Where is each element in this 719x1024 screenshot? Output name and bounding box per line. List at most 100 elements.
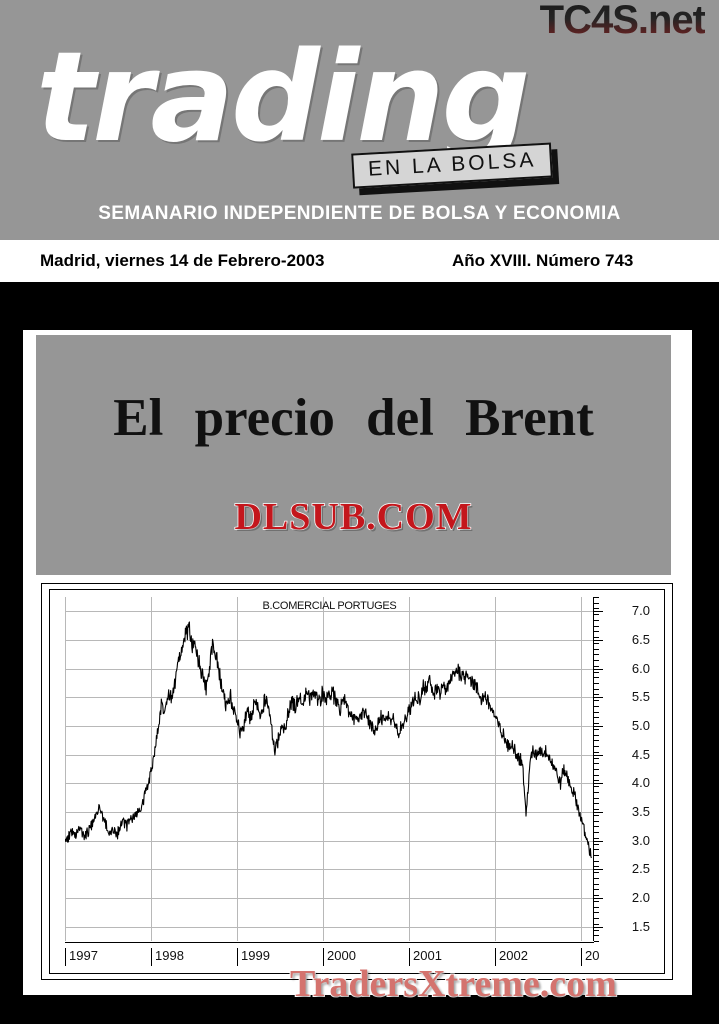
chart-y-label: 6.5 bbox=[631, 632, 650, 647]
chart-plot-area: B.COMERCIAL PORTUGES bbox=[65, 597, 594, 941]
chart-y-tick-minor bbox=[594, 918, 599, 919]
chart-y-label: 7.0 bbox=[631, 603, 650, 618]
chart-x-label: 2001 bbox=[409, 948, 442, 966]
chart-y-tick-major bbox=[594, 640, 603, 641]
chart-y-tick-minor bbox=[594, 729, 599, 730]
chart-y-tick-minor bbox=[594, 832, 599, 833]
chart-x-label: 2002 bbox=[495, 948, 528, 966]
chart-x-label: 2000 bbox=[323, 948, 356, 966]
chart-y-tick-major bbox=[594, 898, 603, 899]
chart-y-tick-minor bbox=[594, 889, 599, 890]
tradersxtreme-watermark: TradersXtreme.com bbox=[289, 962, 618, 1006]
chart-gridline-h bbox=[65, 697, 593, 698]
chart-gridline-h bbox=[65, 783, 593, 784]
chart-y-tick-minor bbox=[594, 803, 599, 804]
chart-y-label: 3.5 bbox=[631, 804, 650, 819]
chart-y-tick-minor bbox=[594, 603, 599, 604]
tc4s-site-logo: TC4S.net bbox=[539, 0, 706, 42]
chart-y-tick-minor bbox=[594, 849, 599, 850]
chart-y-label: 1.5 bbox=[631, 919, 650, 934]
chart-gridline-v bbox=[65, 597, 66, 941]
chart-y-tick-major bbox=[594, 726, 603, 727]
chart-gridline-h bbox=[65, 898, 593, 899]
chart-y-tick-minor bbox=[594, 907, 599, 908]
chart-x-label: 1998 bbox=[151, 948, 184, 966]
chart-y-tick-minor bbox=[594, 930, 599, 931]
chart-y-label: 5.5 bbox=[631, 689, 650, 704]
chart-y-tick-minor bbox=[594, 941, 599, 942]
tagline-badge-label: EN LA BOLSA bbox=[367, 148, 537, 181]
chart-y-tick-minor bbox=[594, 878, 599, 879]
chart-y-tick-minor bbox=[594, 735, 599, 736]
chart-y-tick-minor bbox=[594, 689, 599, 690]
chart-y-tick-minor bbox=[594, 901, 599, 902]
chart-gridline-h bbox=[65, 640, 593, 641]
chart-y-tick-major bbox=[594, 869, 603, 870]
chart-y-tick-major bbox=[594, 755, 603, 756]
chart-y-label: 2.5 bbox=[631, 861, 650, 876]
chart-frame: B.COMERCIAL PORTUGES 7.0 6.5 6.0 5.5 5.0 4.5 4… bbox=[49, 589, 665, 974]
chart-gridline-h bbox=[65, 841, 593, 842]
chart-y-tick-minor bbox=[594, 769, 599, 770]
chart-y-tick-minor bbox=[594, 677, 599, 678]
chart-x-label: 1999 bbox=[237, 948, 270, 966]
chart-y-tick-minor bbox=[594, 631, 599, 632]
issue-number: Año XVIII. Número 743 bbox=[452, 251, 634, 270]
chart-y-tick-major bbox=[594, 697, 603, 698]
chart-y-tick-minor bbox=[594, 861, 599, 862]
chart-x-label: 1997 bbox=[65, 948, 98, 966]
chart-gridline-v bbox=[409, 597, 410, 941]
chart-y-tick-major bbox=[594, 611, 603, 612]
chart-y-tick-minor bbox=[594, 895, 599, 896]
chart-y-tick-minor bbox=[594, 786, 599, 787]
chart-x-axis: 1997 1998 1999 2000 2001 2002 20 bbox=[65, 942, 599, 973]
chart-y-tick-minor bbox=[594, 700, 599, 701]
issue-date-bar: Madrid, viernes 14 de Febrero-2003 Año X… bbox=[0, 240, 719, 282]
chart-y-tick-minor bbox=[594, 912, 599, 913]
chart-gridline-h bbox=[65, 669, 593, 670]
chart-gridline-h bbox=[65, 726, 593, 727]
chart-y-tick-minor bbox=[594, 643, 599, 644]
chart-gridline-h bbox=[65, 869, 593, 870]
chart-y-tick-minor bbox=[594, 746, 599, 747]
publication-title: trading bbox=[36, 26, 530, 170]
page-backdrop: El precio del Brent DLSUB.COM B.COMERCIA… bbox=[0, 282, 719, 1024]
chart-price-line bbox=[65, 621, 592, 859]
article-headline: El precio del Brent bbox=[113, 389, 594, 447]
chart-y-axis-labels: 7.0 6.5 6.0 5.5 5.0 4.5 4.0 3.5 3.0 2.5 2.0 1.5 bbox=[606, 590, 658, 948]
chart-y-tick-minor bbox=[594, 752, 599, 753]
masthead: TC4S.net trading EN LA BOLSA SEMANARIO I… bbox=[0, 0, 719, 240]
chart-gridline-v bbox=[237, 597, 238, 941]
chart-y-tick-major bbox=[594, 783, 603, 784]
chart-y-axis-ticks bbox=[594, 597, 604, 948]
issue-place-date: Madrid, viernes 14 de Febrero-2003 bbox=[40, 251, 325, 270]
chart-gridline-h bbox=[65, 812, 593, 813]
chart-y-label: 3.0 bbox=[631, 833, 650, 848]
chart-y-tick-major bbox=[594, 841, 603, 842]
chart-series-title: B.COMERCIAL PORTUGES bbox=[262, 600, 397, 612]
chart-y-label: 4.5 bbox=[631, 747, 650, 762]
chart-x-label: 20 bbox=[581, 948, 599, 966]
chart-y-tick-minor bbox=[594, 815, 599, 816]
chart-y-tick-minor bbox=[594, 683, 599, 684]
chart-y-tick-minor bbox=[594, 597, 599, 598]
chart-gridline-h bbox=[65, 927, 593, 928]
chart-y-tick-minor bbox=[594, 763, 599, 764]
chart-y-tick-minor bbox=[594, 792, 599, 793]
chart-y-tick-minor bbox=[594, 798, 599, 799]
chart-y-tick-major bbox=[594, 669, 603, 670]
chart-y-tick-minor bbox=[594, 838, 599, 839]
chart-y-tick-minor bbox=[594, 654, 599, 655]
chart-y-tick-minor bbox=[594, 872, 599, 873]
chart-y-tick-major bbox=[594, 812, 603, 813]
chart-y-tick-minor bbox=[594, 694, 599, 695]
chart-y-tick-minor bbox=[594, 935, 599, 936]
chart-gridline-v bbox=[495, 597, 496, 941]
chart-y-tick-minor bbox=[594, 666, 599, 667]
chart-y-tick-minor bbox=[594, 620, 599, 621]
article-header-block: El precio del Brent DLSUB.COM bbox=[36, 335, 671, 575]
chart-y-tick-minor bbox=[594, 614, 599, 615]
chart-y-label: 6.0 bbox=[631, 661, 650, 676]
publication-subtitle: SEMANARIO INDEPENDIENTE DE BOLSA Y ECONO… bbox=[98, 203, 621, 224]
chart-y-tick-minor bbox=[594, 660, 599, 661]
